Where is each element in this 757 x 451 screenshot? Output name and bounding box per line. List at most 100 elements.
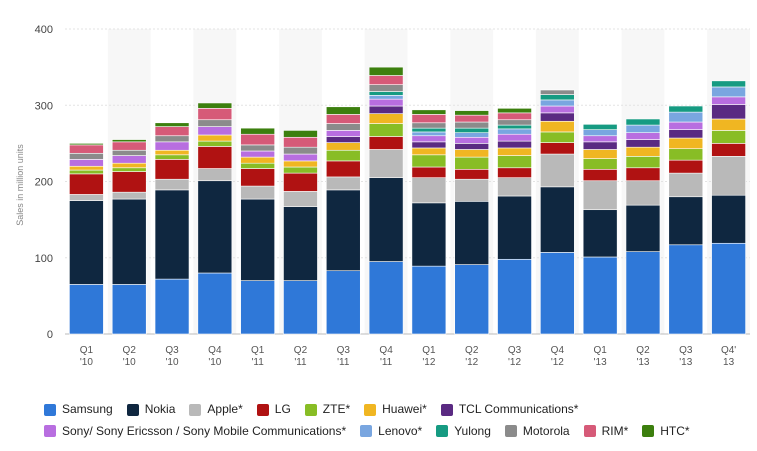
bar-segment (111, 167, 147, 172)
legend-item[interactable]: Lenovo* (360, 422, 422, 441)
legend-label: TCL Communications* (458, 402, 579, 416)
bar-segment (411, 131, 447, 137)
bar-segment (582, 169, 618, 182)
bar-segment (454, 110, 490, 116)
bar-segment (368, 91, 404, 96)
bar-segment (69, 143, 104, 146)
bar-segment (283, 191, 318, 207)
bar-segment (411, 114, 447, 124)
legend-label: Lenovo* (378, 423, 423, 438)
bar-segment (325, 130, 361, 137)
legend-item[interactable]: LG (256, 400, 291, 419)
bar-segment (711, 143, 746, 157)
legend-swatch (642, 425, 655, 437)
bar-segment (69, 165, 104, 171)
bar-segment (69, 144, 104, 154)
bar-segment (711, 80, 746, 88)
bar-segment (582, 129, 618, 137)
bar-segment (668, 196, 704, 246)
bar-segment (625, 167, 661, 182)
bar-segment (283, 160, 318, 168)
bar-segment (283, 166, 318, 174)
bar-segment (540, 112, 575, 122)
bar-segment (454, 169, 490, 180)
bar-segment (197, 180, 233, 274)
bar-segment (711, 104, 746, 120)
bar-segment (625, 139, 661, 148)
bar-segment (582, 141, 618, 150)
bar-segment (325, 149, 361, 162)
bar-segment (240, 127, 275, 135)
bar-segment (69, 152, 104, 160)
legend-label: Sony/ Sony Ericsson / Sony Mobile Commun… (62, 423, 347, 438)
legend-item[interactable]: Nokia (126, 400, 176, 419)
bar-segment (540, 131, 575, 143)
legend-item[interactable]: Huawei* (364, 400, 427, 419)
bar-segment (197, 126, 233, 136)
bar-segment (154, 159, 190, 180)
y-tick-label: 0 (47, 329, 53, 341)
legend-item[interactable]: TCL Communications* (440, 400, 579, 419)
legend-item[interactable]: ZTE* (304, 400, 350, 419)
bar-segment (154, 178, 190, 191)
legend-item[interactable]: Motorola (504, 422, 570, 441)
bar-segment (582, 135, 618, 143)
bar-segment (368, 66, 404, 76)
bar-segment (582, 256, 618, 335)
bar-segment (368, 149, 404, 178)
bar-segment (240, 150, 275, 158)
x-axis-ticks: Q1'10 Q2'10 Q3'10 Q4'10 Q1'11 Q2'11 Q3'11 Q4'11… (80, 345, 737, 368)
legend-item[interactable]: HTC* (642, 422, 690, 441)
bar-segment (283, 172, 318, 192)
bar-segment (625, 180, 661, 206)
bar-segment (540, 89, 575, 95)
bar-segment (497, 258, 532, 335)
legend-item[interactable]: Apple* (189, 400, 243, 419)
bar-segment (325, 136, 361, 143)
y-tick-label: 400 (35, 24, 53, 36)
bar-segment (454, 201, 490, 265)
legend-label: Nokia (144, 402, 176, 416)
bar-segment (454, 143, 490, 150)
legend-swatch (44, 403, 56, 416)
bar-segment (240, 168, 275, 187)
bar-segment (668, 172, 704, 198)
legend-item[interactable]: RIM* (583, 422, 629, 441)
bar-segment (325, 142, 361, 151)
bar-segment (111, 162, 147, 169)
bar-segment (154, 278, 190, 335)
bar-segment (411, 265, 447, 335)
bar-segment (240, 162, 275, 169)
bar-segment (240, 198, 275, 281)
bar-segment (283, 206, 318, 281)
bar-segment (454, 132, 490, 138)
bar-segment (497, 140, 532, 149)
legend-item[interactable]: Sony/ Sony Ericsson / Sony Mobile Commun… (44, 422, 346, 441)
bar-segment (454, 114, 490, 123)
bar-segment (197, 108, 233, 121)
legend-label: RIM* (601, 423, 629, 438)
legend-label: Motorola (522, 423, 570, 438)
x-tick-label: Q4' 13 (721, 345, 736, 368)
legend: Samsung Nokia Apple* LG ZTE* Huawei* TCL Commu… (44, 400, 744, 443)
x-tick-label: Q1'10 (80, 345, 94, 368)
legend-swatch (440, 403, 453, 416)
legend-swatch (189, 403, 202, 416)
legend-item[interactable]: Samsung (44, 400, 113, 419)
legend-label: LG (274, 402, 291, 416)
bar-segment (411, 135, 447, 143)
bar-segment (625, 118, 661, 126)
bar-segment (411, 141, 447, 149)
bar-segment (540, 252, 575, 335)
bar-segment (111, 155, 147, 164)
bar-segment (197, 168, 233, 182)
legend-label: HTC* (660, 423, 690, 438)
legend-item[interactable]: Yulong (436, 422, 491, 441)
legend-swatch (360, 425, 373, 437)
x-tick-label: Q2'12 (465, 345, 479, 368)
bar-segment (154, 154, 190, 160)
bar-segment (497, 119, 532, 126)
legend-label: Yulong (454, 423, 491, 438)
bar-segment (454, 178, 490, 202)
bar-segment (325, 114, 361, 124)
